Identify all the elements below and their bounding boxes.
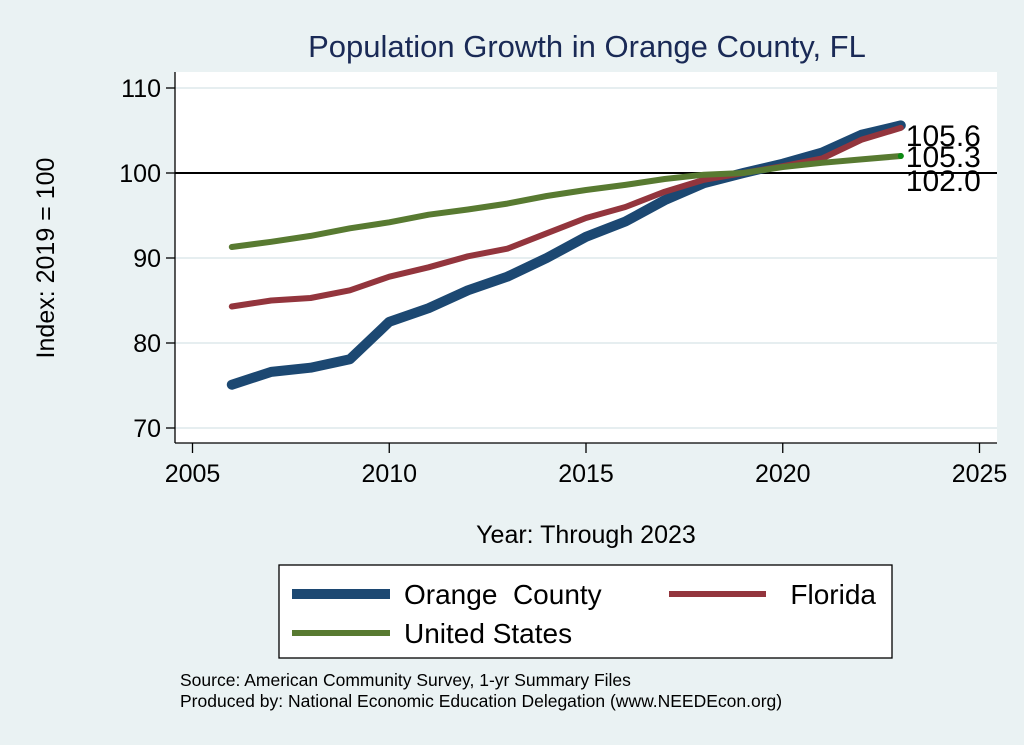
y-tick-label: 80 <box>133 330 161 358</box>
y-tick-label: 110 <box>121 75 161 103</box>
series-lines <box>226 120 906 390</box>
source-note: Source: American Community Survey, 1-yr … <box>180 670 631 690</box>
x-tick-label: 2010 <box>361 460 417 488</box>
legend: Orange County Florida United States <box>278 564 893 659</box>
y-axis-title: Index: 2019 = 100 <box>32 158 60 359</box>
legend-box <box>278 564 893 659</box>
y-axis-ticks: 70 80 90 100 110 <box>119 75 175 443</box>
chart-title: Population Growth in Orange County, FL <box>308 29 866 64</box>
series-line-0 <box>226 120 906 390</box>
series-line-2 <box>228 153 904 250</box>
end-label: 102.0 <box>906 165 981 198</box>
x-axis-ticks: 2005 2010 2015 2020 2025 <box>165 443 1008 488</box>
x-axis-title: Year: Through 2023 <box>476 521 696 549</box>
y-tick-label: 90 <box>133 245 161 273</box>
legend-label: United States <box>404 618 572 649</box>
y-tick-label: 70 <box>133 415 161 443</box>
legend-label: Florida <box>790 579 876 610</box>
x-tick-label: 2015 <box>558 460 614 488</box>
end-label: 105.6 <box>906 120 981 153</box>
x-tick-label: 2025 <box>952 460 1008 488</box>
legend-label: Orange County <box>404 579 602 610</box>
end-marker <box>897 153 904 159</box>
producer-note: Produced by: National Economic Education… <box>180 691 782 711</box>
y-tick-label: 100 <box>119 160 161 188</box>
end-label: 105.3 <box>906 141 981 174</box>
x-tick-label: 2005 <box>165 460 221 488</box>
x-tick-label: 2020 <box>755 460 811 488</box>
